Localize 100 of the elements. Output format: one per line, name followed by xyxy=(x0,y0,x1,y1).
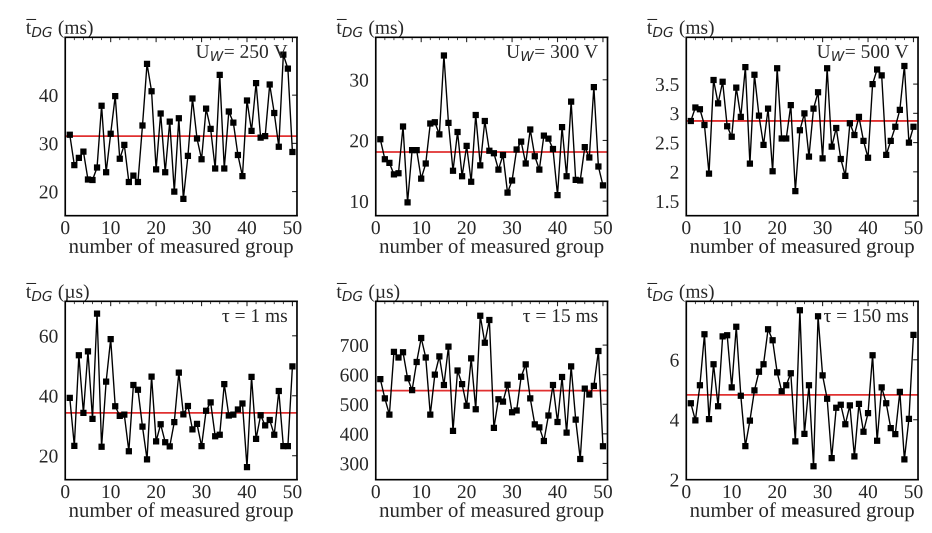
point xyxy=(582,385,588,392)
x-tick-label: 10 xyxy=(102,485,120,498)
point xyxy=(271,110,278,116)
point xyxy=(577,177,584,184)
point xyxy=(176,370,182,376)
point xyxy=(239,400,246,407)
x-tick-label: 20 xyxy=(768,485,786,498)
point xyxy=(577,456,584,462)
point xyxy=(103,378,110,385)
point xyxy=(289,363,296,370)
point xyxy=(94,164,100,171)
point xyxy=(764,326,772,332)
point xyxy=(508,177,516,184)
point xyxy=(390,348,398,356)
point xyxy=(864,154,872,161)
x-tick-label: 0 xyxy=(682,221,690,234)
point xyxy=(595,163,602,170)
point xyxy=(760,361,767,368)
point xyxy=(883,400,890,406)
point xyxy=(769,168,776,174)
point xyxy=(751,72,758,78)
y-tick-label: 1.5 xyxy=(656,194,679,208)
point xyxy=(846,120,853,126)
point xyxy=(116,156,123,162)
point xyxy=(896,388,903,395)
point xyxy=(760,142,767,148)
point xyxy=(404,375,411,382)
point xyxy=(252,80,260,86)
point xyxy=(440,52,448,59)
point xyxy=(746,418,754,424)
y-tick-label: 20 xyxy=(40,450,58,463)
point xyxy=(126,448,132,454)
point xyxy=(833,124,840,132)
point xyxy=(545,136,552,142)
point xyxy=(80,148,87,155)
x-tick-label: 50 xyxy=(904,485,922,498)
point xyxy=(66,394,73,401)
point xyxy=(71,162,78,168)
point xyxy=(130,172,137,179)
point xyxy=(66,132,73,138)
point xyxy=(838,402,844,408)
point xyxy=(860,428,867,435)
point xyxy=(450,168,456,174)
point xyxy=(276,388,282,394)
point xyxy=(814,89,822,96)
point xyxy=(386,160,393,166)
point xyxy=(842,421,848,428)
point xyxy=(121,142,128,148)
point xyxy=(728,384,735,390)
x-tick-label: 40 xyxy=(238,485,256,498)
point xyxy=(71,442,78,449)
point xyxy=(244,97,250,104)
point xyxy=(892,124,898,130)
point xyxy=(527,126,534,133)
y-tick-label: 400 xyxy=(340,428,368,441)
point xyxy=(513,146,520,153)
point xyxy=(733,324,740,330)
point xyxy=(563,173,570,180)
point xyxy=(874,66,880,73)
point xyxy=(458,173,466,180)
x-tick-label: 10 xyxy=(724,485,741,498)
point xyxy=(806,153,812,160)
y-tick-label: 2 xyxy=(670,474,678,486)
x-tick-label: 0 xyxy=(61,221,70,234)
x-tick-label: 0 xyxy=(682,485,690,498)
point xyxy=(554,418,561,426)
point xyxy=(226,108,232,115)
point xyxy=(568,98,574,105)
point xyxy=(720,78,726,85)
point xyxy=(856,400,862,407)
x-tick-label: 20 xyxy=(458,485,476,498)
point xyxy=(176,115,182,122)
point xyxy=(94,310,100,317)
point xyxy=(901,456,908,462)
point xyxy=(436,353,442,360)
point xyxy=(532,153,538,160)
point xyxy=(701,122,708,128)
point xyxy=(180,411,187,418)
y-tick-label: 500 xyxy=(340,398,368,412)
point xyxy=(558,124,566,130)
y-tick-label: 3.5 xyxy=(656,78,679,92)
x-tick-label: 30 xyxy=(814,485,832,498)
point xyxy=(536,424,542,430)
point xyxy=(171,188,178,195)
point xyxy=(198,442,205,450)
point xyxy=(84,348,92,355)
point xyxy=(490,424,498,432)
point xyxy=(842,172,848,180)
x-tick-label: 30 xyxy=(814,221,832,234)
x-axis-title: number of measured group xyxy=(380,502,604,522)
y-axis-title: t̅$_{DG}$ (µs) xyxy=(26,282,89,302)
y-tick-label: 10 xyxy=(351,194,368,208)
point xyxy=(706,170,712,177)
y-axis-title: t̅$_{DG}$ (ms) xyxy=(647,282,714,302)
point xyxy=(828,144,835,150)
point xyxy=(746,160,754,167)
point xyxy=(824,65,830,72)
point xyxy=(234,152,242,158)
point xyxy=(819,155,826,162)
point xyxy=(139,424,146,430)
